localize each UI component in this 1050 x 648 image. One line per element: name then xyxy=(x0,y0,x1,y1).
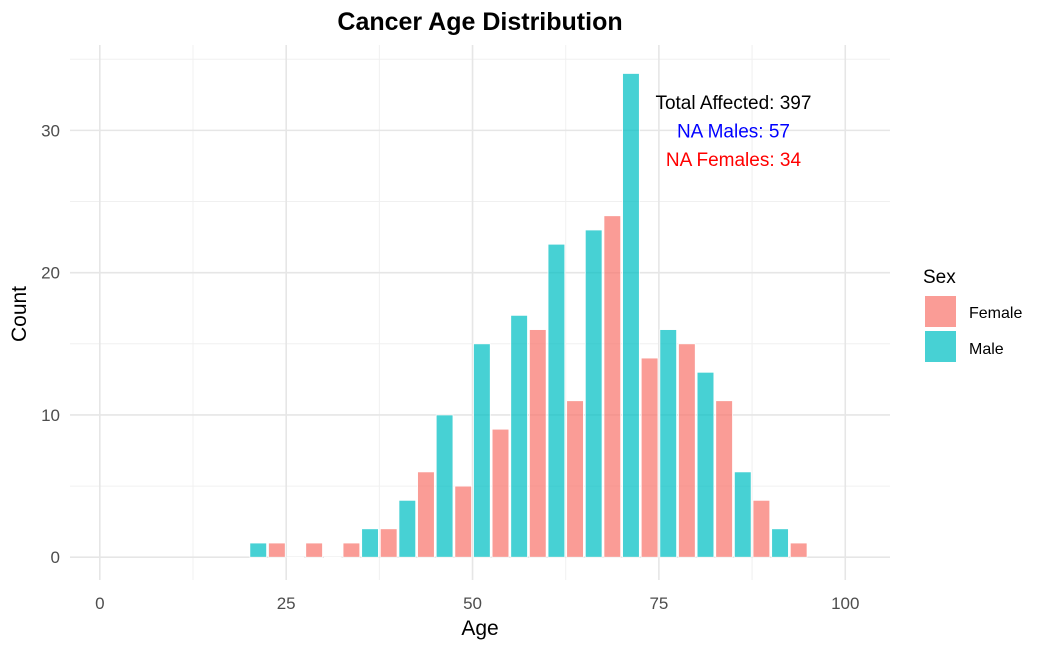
bar-female xyxy=(678,343,696,558)
annotations: Total Affected: 397 NA Males: 57 NA Female… xyxy=(655,93,812,172)
bars xyxy=(249,73,808,559)
y-tick-label: 0 xyxy=(51,548,60,567)
x-tick-label: 100 xyxy=(831,594,859,613)
bar-male xyxy=(510,314,528,558)
bar-male xyxy=(771,528,789,558)
y-tick-label: 30 xyxy=(41,121,60,140)
bar-female xyxy=(566,400,584,558)
legend-swatch-male xyxy=(925,331,956,362)
x-tick-label: 50 xyxy=(463,594,482,613)
y-axis-ticks: 0 10 20 30 xyxy=(41,121,60,567)
bar-male xyxy=(361,528,379,558)
bar-male xyxy=(659,329,678,558)
bar-male xyxy=(398,499,417,558)
bar-male xyxy=(286,556,305,559)
bar-female xyxy=(715,400,733,558)
legend-swatch-female xyxy=(925,296,956,327)
bar-male xyxy=(435,414,454,558)
bar-female xyxy=(528,329,547,558)
x-tick-label: 75 xyxy=(649,594,668,613)
x-tick-label: 25 xyxy=(277,594,296,613)
bar-female xyxy=(789,542,808,558)
bar-male xyxy=(696,371,715,558)
bar-male xyxy=(249,542,268,558)
annotation-text: NA Females: 34 xyxy=(666,150,802,171)
bar-male xyxy=(733,471,752,558)
x-tick-label: 0 xyxy=(95,594,104,613)
annotation-text: NA Males: 57 xyxy=(677,121,790,142)
bar-female xyxy=(268,542,286,558)
bar-female xyxy=(305,542,323,558)
bar-female xyxy=(454,485,473,558)
legend-label-female: Female xyxy=(969,305,1022,322)
x-axis-title: Age xyxy=(461,617,498,640)
bar-male xyxy=(584,229,603,558)
bar-female xyxy=(640,357,659,558)
y-tick-label: 20 xyxy=(41,264,60,283)
legend-title: Sex xyxy=(923,267,956,288)
y-axis-title: Count xyxy=(8,286,31,342)
bar-male xyxy=(323,556,342,559)
x-axis-ticks: 0 25 50 75 100 xyxy=(95,594,859,613)
legend: Sex Female Male xyxy=(923,267,1022,362)
chart-title: Cancer Age Distribution xyxy=(337,8,622,36)
bar-female xyxy=(342,542,361,558)
bar-female xyxy=(491,428,510,558)
y-tick-label: 10 xyxy=(41,406,60,425)
bar-female xyxy=(379,528,398,558)
bar-female xyxy=(752,499,771,558)
bar-female xyxy=(603,215,622,558)
annotation-text: Total Affected: 397 xyxy=(655,93,811,114)
legend-label-male: Male xyxy=(969,341,1004,358)
bar-male xyxy=(622,73,640,558)
bar-male xyxy=(473,343,491,558)
bar-male xyxy=(547,243,566,558)
bar-female xyxy=(417,471,435,558)
